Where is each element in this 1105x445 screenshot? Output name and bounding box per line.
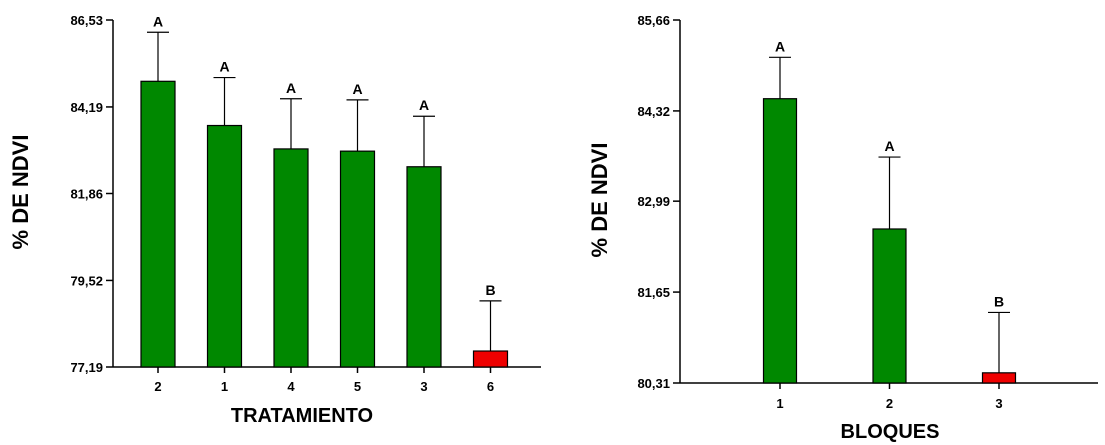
y-tick-label: 79,52 [70, 273, 103, 288]
bar [472, 350, 509, 368]
significance-letter: A [219, 59, 229, 75]
y-tick-label: 80,31 [637, 376, 670, 391]
y-tick-label: 84,32 [637, 104, 670, 119]
x-tick-label: 2 [154, 379, 161, 394]
chart-tratamiento: 77,19 79,52 81,86 84,19 86,53 A 2 A 1 A 4 A 5 A 3 B 6 TRA… [8, 13, 541, 427]
bar [406, 166, 442, 368]
x-tick-label: 1 [221, 379, 228, 394]
bar [981, 372, 1017, 384]
y-tick-label: 85,66 [637, 13, 670, 28]
x-tick-label: 5 [354, 379, 361, 394]
y-axis-title: % DE NDVI [8, 135, 33, 250]
y-tick-label: 81,86 [70, 187, 103, 202]
significance-letter: A [884, 138, 894, 154]
x-tick-label: 6 [487, 379, 494, 394]
y-axis-title: % DE NDVI [587, 143, 612, 258]
x-tick-label: 3 [995, 396, 1002, 411]
bar [140, 80, 176, 368]
significance-letter: A [419, 97, 429, 113]
y-tick-label: 84,19 [70, 100, 103, 115]
significance-letter: B [994, 293, 1004, 309]
x-axis-title: BLOQUES [841, 421, 940, 443]
bar [206, 124, 243, 368]
significance-letter: B [485, 282, 495, 298]
significance-letter: A [352, 81, 362, 97]
x-tick-label: 1 [776, 396, 783, 411]
chart-bloques: 80,31 81,65 82,99 84,32 85,66 A 1 A 2 B 3 BLOQUES % … [587, 13, 1098, 443]
y-tick-label: 81,65 [637, 285, 670, 300]
x-tick-label: 4 [287, 379, 295, 394]
bar [872, 228, 907, 384]
significance-letter: A [286, 80, 296, 96]
bar [339, 150, 376, 368]
significance-letter: A [153, 13, 163, 29]
x-tick-label: 2 [886, 396, 893, 411]
significance-letter: A [775, 38, 785, 54]
x-axis-title: TRATAMIENTO [231, 405, 373, 427]
x-tick-label: 3 [420, 379, 427, 394]
bar [273, 148, 309, 368]
y-tick-label: 77,19 [70, 360, 103, 375]
y-tick-label: 82,99 [637, 194, 670, 209]
bar [762, 98, 798, 384]
y-tick-label: 86,53 [70, 13, 103, 28]
